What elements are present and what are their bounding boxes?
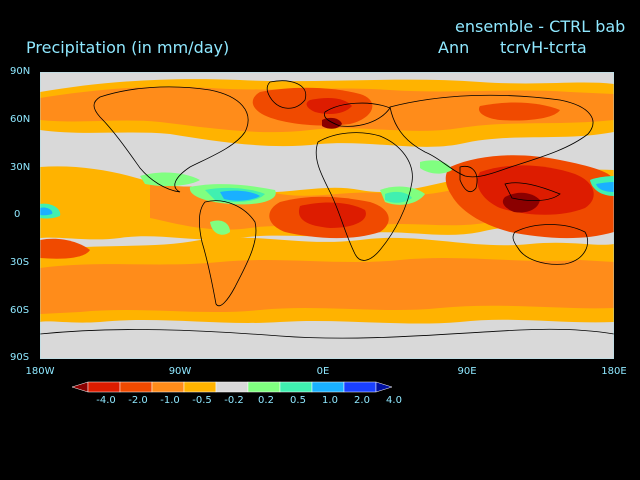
- colorbar-tick: -2.0: [128, 395, 148, 406]
- contour-dark-red: [322, 117, 342, 129]
- y-tick-30n: 30N: [10, 162, 31, 173]
- x-tick-90w: 90W: [168, 366, 192, 377]
- contour-green: [140, 172, 200, 187]
- colorbar: [72, 381, 393, 393]
- x-tick-0e: 0E: [316, 366, 330, 377]
- y-tick-60s: 60S: [10, 305, 30, 316]
- x-tick-180e: 180E: [601, 366, 627, 377]
- colorbar-tick: 1.0: [322, 395, 338, 406]
- colorbar-swatch: [247, 381, 281, 393]
- colorbar-tick: -1.0: [160, 395, 180, 406]
- contour-teal: [385, 191, 412, 203]
- colorbar-tick: -0.2: [224, 395, 244, 406]
- contour-blue: [596, 182, 614, 192]
- experiment-label: ensemble - CTRL bab: [455, 17, 626, 36]
- colorbar-swatch: [151, 381, 185, 393]
- contour-red: [298, 202, 366, 228]
- precipitation-map: [40, 72, 614, 359]
- coastlines: [40, 80, 614, 339]
- contour-green: [210, 220, 230, 235]
- colorbar-tick: 4.0: [386, 395, 402, 406]
- contour-orange: [40, 258, 614, 314]
- y-tick-30s: 30S: [10, 257, 30, 268]
- colorbar-swatch: [311, 381, 345, 393]
- colorbar-tick: 0.5: [290, 395, 306, 406]
- season-label: Ann: [438, 38, 470, 57]
- run-label: tcrvH-tcrta: [500, 38, 587, 57]
- colorbar-swatch: [119, 381, 153, 393]
- x-tick-180w: 180W: [25, 366, 55, 377]
- colorbar-swatch: [183, 381, 217, 393]
- contour-blue: [220, 190, 260, 201]
- map-title: Precipitation (in mm/day): [26, 38, 230, 57]
- contour-red: [306, 98, 352, 114]
- contour-red-orange: [478, 102, 560, 121]
- colorbar-swatch: [279, 381, 313, 393]
- y-tick-90s: 90S: [10, 352, 30, 363]
- colorbar-swatch: [343, 381, 377, 393]
- y-tick-90n: 90N: [10, 66, 31, 77]
- colorbar-tick: -4.0: [96, 395, 116, 406]
- colorbar-tick: -0.5: [192, 395, 212, 406]
- x-tick-90e: 90E: [457, 366, 477, 377]
- colorbar-arrow-high: [375, 381, 393, 393]
- colorbar-arrow-low: [72, 381, 89, 393]
- y-tick-60n: 60N: [10, 114, 31, 125]
- colorbar-tick: 0.2: [258, 395, 274, 406]
- colorbar-swatch: [87, 381, 121, 393]
- y-tick-0: 0: [14, 209, 21, 220]
- colorbar-tick: 2.0: [354, 395, 370, 406]
- contour-red-orange: [40, 238, 90, 259]
- colorbar-swatch: [215, 381, 249, 393]
- contour-blue: [40, 207, 53, 216]
